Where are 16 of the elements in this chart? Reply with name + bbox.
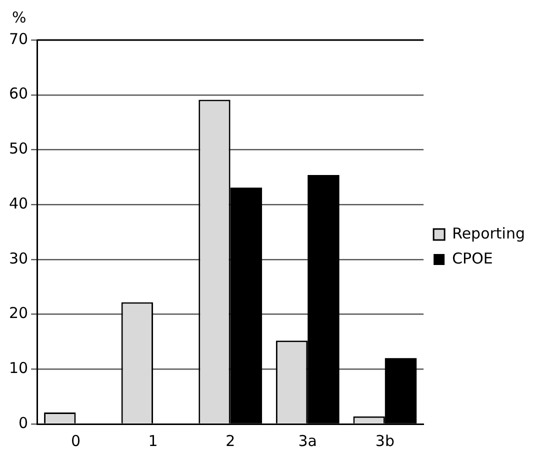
y-axis-title: % [12,8,26,26]
y-tick-label: 20 [8,304,28,322]
x-tick-label: 2 [226,432,236,450]
y-tick-label: 0 [18,414,28,432]
legend-label: Reporting [452,224,525,242]
y-tick-label: 60 [8,84,28,103]
x-tick-label: 3a [298,432,318,450]
x-tick-label: 3b [375,432,394,450]
legend-label: CPOE [452,249,493,268]
x-tick-label: 1 [148,432,158,450]
y-tick-label: 30 [8,249,28,268]
y-tick-label: 40 [8,194,28,212]
y-tick-label: 50 [8,140,28,158]
y-tick-label: 70 [8,30,28,48]
y-tick-label: 10 [8,359,28,378]
x-tick-label: 0 [70,432,81,450]
